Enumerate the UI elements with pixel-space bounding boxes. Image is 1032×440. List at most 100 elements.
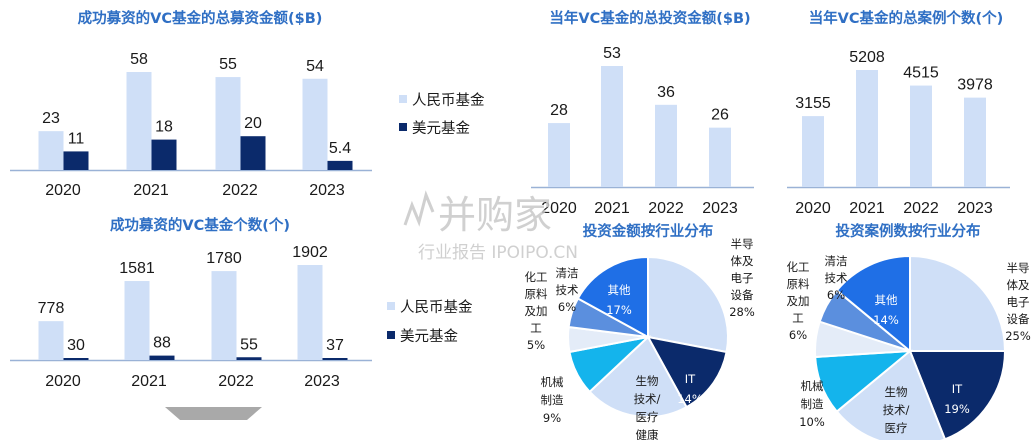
bar-chart-1: 成功募资的VC基金的总募资金额($B) 23 58 55 54 11 18 20 5.4 2020… (10, 9, 372, 199)
slice-label-line: 及加 (525, 304, 548, 318)
chart-title: 投资金额按行业分布 (583, 222, 714, 240)
watermark-line2: 行业报告 IPOIPO.CN (418, 243, 578, 263)
pie-slice (835, 349, 947, 440)
bar (655, 104, 677, 187)
tick-label: 2022 (222, 182, 258, 199)
tick-label: 2020 (541, 200, 577, 217)
slice-label-line: IT (952, 382, 963, 396)
slice-label: IT 14% (677, 372, 703, 406)
data-label: 28 (550, 102, 568, 119)
data-label: 36 (657, 84, 675, 101)
watermark-logo-icon (403, 190, 435, 227)
data-label: 53 (603, 45, 621, 62)
slice-label-line: 原料 (525, 287, 548, 301)
slice-label-line: 生物 (636, 374, 659, 388)
slice-label: 化工原料及加工 6% (787, 260, 810, 342)
data-label: 18 (155, 119, 173, 136)
slice-label-line: 体及 (1007, 278, 1030, 292)
data-label: 23 (42, 110, 60, 127)
chart-title: 当年VC基金的总投资金额($B) (549, 9, 750, 27)
bar-chart-3: 当年VC基金的总投资金额($B) 28 53 36 26 2020 2021 2022 2023 (531, 9, 754, 217)
slice-label: 生物技术/医疗 (883, 385, 910, 435)
pie-slice (909, 254, 1007, 352)
data-label: 4515 (903, 65, 939, 82)
slice-label-line: 电子 (1007, 295, 1030, 309)
slice-label: 半导体及电子设备 28% (729, 237, 755, 319)
tick-label: 2022 (648, 200, 684, 217)
bar (38, 131, 64, 170)
pie-slice (908, 350, 1007, 440)
bar (149, 355, 175, 360)
slice-label-line: 健康 (636, 428, 659, 440)
legend-rmb-swatch (399, 95, 407, 103)
bar (126, 72, 152, 170)
pie-chart-1: 半导体及电子设备 28% IT 14% 生物技术/医疗健康 机械制造 9% 化工原料及加工 5%… (525, 222, 755, 440)
bar (215, 77, 241, 170)
pie-slice (588, 335, 688, 418)
slice-label-line: 6% (789, 328, 807, 342)
bar (601, 66, 623, 187)
slice-label-line: 设备 (1007, 312, 1030, 326)
bar-chart-2: 成功募资的VC基金个数(个) 778 1581 1780 1902 30 88 55 37 202… (10, 216, 372, 390)
pie-slice (835, 254, 911, 354)
data-label: 26 (711, 107, 729, 124)
legend-usd-label: 美元基金 (400, 328, 458, 345)
slice-label-line: 清洁 (556, 266, 579, 280)
slice-label-line: 制造 (801, 397, 824, 411)
slice-label-line: 电子 (731, 271, 754, 285)
slice-label-line: 6% (558, 300, 576, 314)
bar (327, 160, 353, 170)
slice-label-line: 9% (543, 411, 561, 425)
slice-label-line: 半导 (1007, 261, 1030, 275)
slice-label-line: 工 (530, 321, 542, 335)
data-label: 1902 (292, 244, 328, 261)
slice-label: 其他 17% (606, 283, 632, 317)
slice-label: IT 19% (944, 382, 970, 416)
tick-label: 2023 (304, 373, 340, 390)
tick-label: 2023 (957, 200, 993, 217)
data-label: 3978 (957, 77, 993, 94)
slice-label-line: 化工 (525, 270, 548, 284)
slice-label-line: 设备 (731, 288, 754, 302)
bar (63, 151, 89, 170)
data-label: 3155 (795, 95, 831, 112)
bar (151, 139, 177, 170)
tick-label: 2023 (702, 200, 738, 217)
slice-label-line: 6% (827, 288, 845, 302)
legend-usd-swatch (387, 331, 395, 339)
data-label: 55 (219, 56, 237, 73)
slice-label-line: 技术 (825, 271, 848, 285)
slice-label-line: 生物 (885, 385, 908, 399)
slice-label-line: 28% (729, 305, 755, 319)
slice-label-line: 体及 (731, 254, 754, 268)
tick-label: 2023 (309, 182, 345, 199)
data-label: 1581 (119, 260, 155, 277)
pie-slice (646, 335, 728, 409)
tick-label: 2022 (218, 373, 254, 390)
data-label: 11 (68, 130, 85, 147)
bar (302, 78, 328, 170)
slice-label-line: 25% (1005, 329, 1031, 343)
data-label: 20 (244, 115, 262, 132)
slice-label-line: 5% (527, 338, 545, 352)
data-label: 30 (67, 337, 85, 354)
bar (211, 271, 237, 360)
chart-title: 投资案例数按行业分布 (836, 222, 981, 240)
data-label: 5.4 (329, 140, 351, 157)
data-label: 778 (38, 300, 65, 317)
slice-label-line: 医疗 (636, 410, 659, 424)
slice-label: 其他 14% (873, 293, 899, 327)
bar (38, 321, 64, 360)
slice-label-line: 技术 (556, 283, 579, 297)
slice-label-line: 机械 (801, 379, 824, 393)
slice-label-line: 清洁 (825, 254, 848, 268)
watermark: 并购家 行业报告 IPOIPO.CN (403, 190, 578, 263)
slice-label-line: 14% (677, 392, 703, 406)
slice-label-line: 制造 (541, 393, 564, 407)
tick-label: 2021 (849, 200, 885, 217)
bar (802, 116, 824, 187)
slice-label-line: IT (685, 372, 696, 386)
slice-label-line: 技术/ (634, 392, 661, 406)
